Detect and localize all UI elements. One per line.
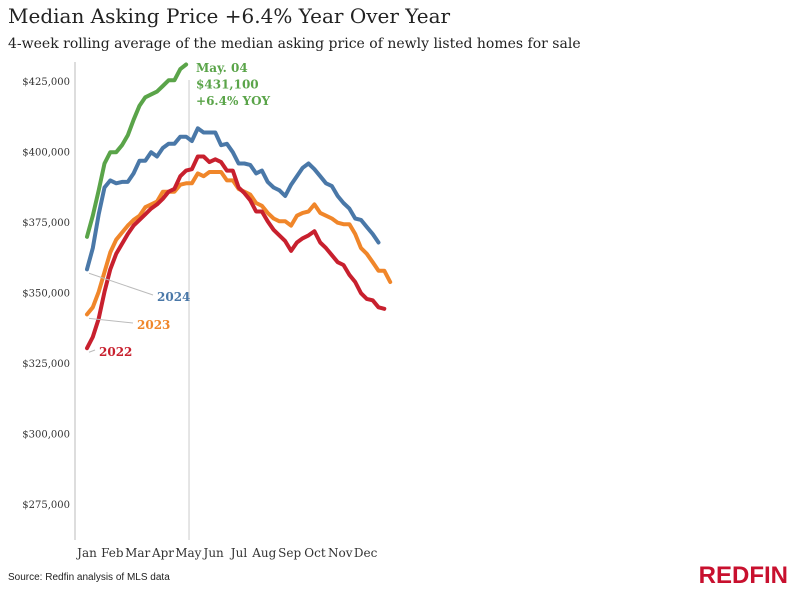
x-tick-label: Feb — [101, 546, 124, 560]
chart-subtitle: 4-week rolling average of the median ask… — [8, 36, 581, 52]
redfin-logo: REDFIN — [698, 562, 788, 589]
series-line-2025 — [85, 62, 189, 239]
source-note: Source: Redfin analysis of MLS data — [8, 572, 170, 583]
x-tick-label: Sep — [278, 546, 301, 560]
y-tick-label: $400,000 — [22, 148, 70, 159]
series-line-2024 — [85, 126, 381, 272]
annotation-line-0: May. 04 — [196, 61, 248, 75]
annotation-line-1: $431,100 — [196, 78, 259, 92]
series-lines — [85, 62, 393, 351]
annotation-line-2: +6.4% YOY — [196, 94, 271, 108]
y-axis-ticks: $275,000 $300,000 $325,000 $350,000 $375,000… — [22, 77, 70, 511]
y-tick-label: $425,000 — [22, 77, 70, 88]
series-label-leaders — [88, 272, 154, 353]
series-label-2023: 2023 — [137, 318, 170, 332]
x-tick-label: Apr — [151, 546, 174, 560]
x-tick-label: Jul — [229, 546, 248, 560]
label-leader-2024 — [88, 272, 154, 296]
y-tick-label: $275,000 — [22, 500, 70, 511]
x-tick-label: Aug — [251, 546, 276, 560]
x-tick-label: Mar — [125, 546, 150, 560]
x-tick-label: Nov — [328, 546, 353, 560]
x-axis-ticks: Jan Feb Mar Apr May Jun Jul Aug Sep Oct Nov Dec — [75, 546, 377, 560]
series-label-2022: 2022 — [99, 345, 132, 359]
y-tick-label: $350,000 — [22, 289, 70, 300]
series-line-2022 — [85, 154, 387, 351]
series-line-2023 — [85, 170, 393, 317]
series-label-2024: 2024 — [157, 290, 190, 304]
x-tick-label: Dec — [354, 546, 378, 560]
y-tick-label: $300,000 — [22, 430, 70, 441]
x-tick-label: Jun — [202, 546, 225, 560]
annotation-text: May. 04 $431,100 +6.4% YOY — [196, 61, 271, 108]
label-leader-2023 — [88, 317, 134, 324]
y-tick-label: $375,000 — [22, 218, 70, 229]
series-labels: 2024 2023 2022 — [99, 290, 190, 359]
chart-title: Median Asking Price +6.4% Year Over Year — [8, 4, 451, 28]
x-tick-label: Oct — [304, 546, 326, 560]
y-tick-label: $325,000 — [22, 359, 70, 370]
label-leader-2022 — [88, 349, 96, 353]
x-tick-label: May — [175, 546, 201, 560]
x-tick-label: Jan — [75, 546, 97, 560]
